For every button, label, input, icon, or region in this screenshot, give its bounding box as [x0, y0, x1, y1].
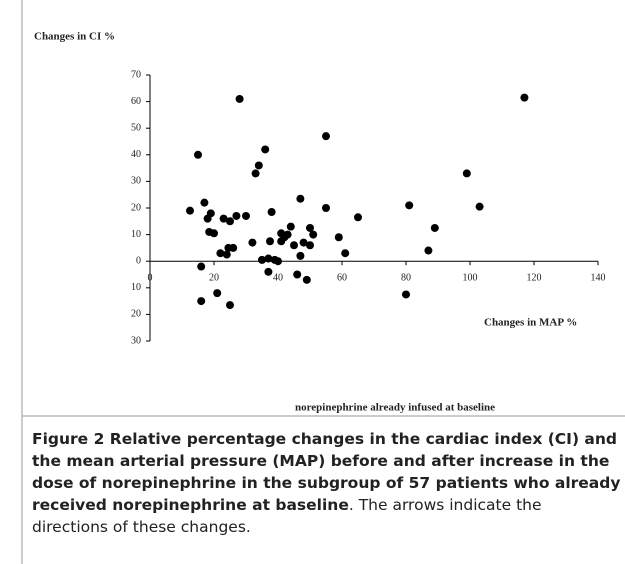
x-axis-label: Changes in MAP % [484, 317, 577, 329]
point [248, 238, 257, 247]
y-tick-label: 60 [131, 96, 141, 107]
point [283, 230, 292, 239]
y-tick-label: 70 [131, 69, 141, 80]
y-tick-label: 20 [131, 202, 141, 213]
point [229, 243, 238, 252]
x-tick-label: 60 [337, 272, 347, 283]
y-tick-label: 10 [131, 229, 141, 240]
point [254, 161, 263, 170]
point [197, 297, 206, 306]
point [261, 145, 270, 154]
point [296, 194, 305, 203]
point [267, 207, 276, 216]
y-tick-label: 40 [131, 149, 141, 160]
point [306, 223, 314, 232]
point [299, 238, 308, 247]
point [226, 301, 234, 310]
point [405, 201, 414, 210]
point [430, 223, 439, 232]
point [306, 241, 314, 250]
point [341, 249, 350, 258]
point [286, 222, 295, 231]
y-tick-label: 30 [131, 176, 141, 187]
x-tick-label: 80 [401, 272, 411, 283]
point [186, 206, 194, 215]
point [424, 246, 433, 255]
point [309, 230, 318, 239]
x-tick-label: 40 [273, 272, 283, 283]
point [264, 254, 273, 263]
point [354, 213, 362, 222]
point [222, 250, 231, 259]
point [216, 249, 225, 258]
point [235, 94, 244, 103]
y-axis-label: Changes in CI % [34, 31, 115, 43]
point [274, 257, 282, 266]
point [242, 211, 250, 220]
point [197, 262, 206, 271]
point [475, 202, 484, 211]
point [258, 255, 266, 264]
point [302, 275, 311, 284]
point [402, 290, 410, 299]
x-tick-label: 20 [209, 272, 219, 283]
point [296, 251, 305, 260]
point [213, 289, 222, 298]
point [520, 93, 529, 102]
caption-bold: Figure 2 Relative percentage changes in … [32, 430, 621, 514]
point [264, 267, 273, 276]
x-tick-label: 120 [527, 272, 542, 283]
point [322, 204, 330, 212]
point [251, 169, 260, 178]
point [194, 150, 202, 159]
point [290, 241, 298, 250]
y-tick-label: 20 [131, 309, 141, 320]
point [462, 169, 471, 178]
y-tick-label: 30 [131, 335, 141, 346]
subtitle: norepinephrine already infused at baseli… [295, 402, 495, 414]
point [210, 229, 218, 238]
point [219, 214, 228, 223]
y-tick-label: 50 [131, 122, 141, 133]
x-tick-label: 140 [591, 272, 606, 283]
x-tick-label: 100 [463, 272, 478, 283]
point [266, 237, 274, 246]
point [226, 217, 234, 226]
y-tick-label: 0 [136, 255, 141, 266]
point [232, 211, 241, 220]
point [334, 233, 343, 242]
point [206, 209, 215, 218]
point [322, 132, 330, 141]
x-tick-label: 0 [148, 272, 153, 283]
caption-text: . The arrows indicate the directions of … [32, 496, 542, 536]
point [200, 198, 209, 207]
point [293, 270, 302, 279]
caption: Figure 2 Relative percentage changes in … [32, 428, 622, 538]
y-tick-label: 10 [131, 282, 141, 293]
